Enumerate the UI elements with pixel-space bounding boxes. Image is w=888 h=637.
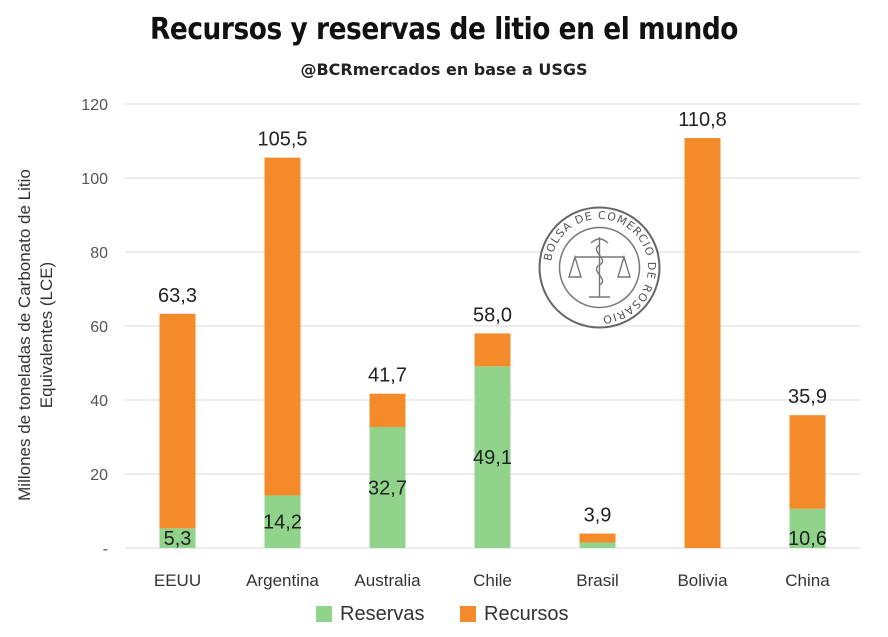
bar-reservas: [264, 495, 301, 548]
bar-reservas: [579, 542, 616, 548]
total-data-label: 105,5: [257, 129, 307, 151]
chart-title: Recursos y reservas de litio en el mundo: [149, 12, 739, 47]
reserve-data-label: 32,7: [368, 478, 407, 500]
x-category-label: Bolivia: [677, 571, 728, 590]
x-category-label: Chile: [473, 571, 512, 590]
bar-recursos: [264, 157, 301, 496]
bar-reservas: [474, 366, 511, 548]
x-category-label: Argentina: [246, 571, 319, 590]
bar-reservas: [159, 528, 196, 548]
bar-recursos: [369, 393, 406, 428]
bar-recursos: [789, 415, 826, 509]
bar-reservas: [369, 427, 406, 548]
x-category-label: China: [785, 571, 830, 590]
bar-reservas: [789, 508, 826, 548]
total-data-label: 58,0: [473, 304, 512, 326]
y-tick-label: -: [103, 541, 108, 558]
y-tick-label: 120: [81, 97, 108, 114]
total-data-label: 3,9: [584, 505, 612, 527]
y-tick-label: 40: [90, 393, 108, 410]
reserve-data-label: 49,1: [473, 447, 512, 469]
legend-label-reservas: Reservas: [340, 603, 424, 625]
y-tick-label: 100: [81, 171, 108, 188]
x-category-label: EEUU: [154, 571, 201, 590]
bcr-seal-logo: BOLSA DE COMERCIO DE ROSARIO: [538, 206, 661, 329]
bar-recursos: [684, 138, 721, 549]
bar-recursos: [579, 533, 616, 543]
total-data-label: 35,9: [788, 386, 827, 408]
y-tick-label: 80: [90, 245, 108, 262]
x-category-label: Australia: [354, 571, 421, 590]
reserve-data-label: 10,6: [788, 528, 827, 550]
chart-subtitle: @BCRmercados en base a USGS: [300, 60, 588, 79]
bar-recursos: [474, 333, 511, 367]
reserve-data-label: 5,3: [164, 528, 192, 550]
y-tick-label: 60: [90, 319, 108, 336]
legend-swatch-reservas: [316, 606, 332, 622]
total-data-label: 63,3: [158, 285, 197, 307]
reserve-data-label: 14,2: [263, 512, 302, 534]
legend-swatch-recursos: [460, 606, 476, 622]
total-data-label: 110,8: [678, 109, 727, 131]
bar-recursos: [159, 313, 196, 529]
x-category-label: Brasil: [576, 571, 619, 590]
y-tick-label: 20: [90, 467, 108, 484]
legend-label-recursos: Recursos: [484, 603, 568, 625]
total-data-label: 41,7: [368, 365, 407, 387]
